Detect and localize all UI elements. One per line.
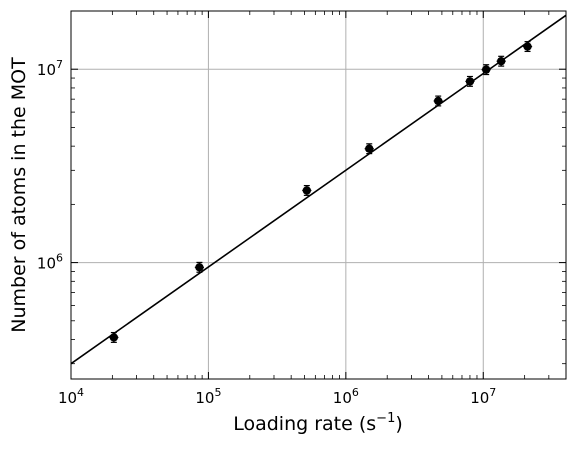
x-tick-label: 104 [58,386,84,407]
data-point [364,143,374,155]
x-axis-label-superscript: −1 [376,411,395,426]
x-tick-label: 107 [470,386,496,407]
x-tick-label: 106 [333,386,359,407]
y-tick-label: 106 [37,252,63,273]
data-point [433,95,443,107]
x-tick-label: 105 [195,386,221,407]
x-tick-label-base: 10 [470,389,489,407]
x-axis-label: Loading rate (s−1) [233,411,403,435]
data-marker [434,96,443,106]
data-marker [465,77,475,86]
y-tick-label-base: 10 [37,61,56,79]
x-tick-label-base: 10 [333,389,352,407]
data-marker [195,263,204,272]
x-tick-labels: 104 105 106 107 [58,386,496,407]
fit-line [70,14,567,365]
y-tick-label-base: 10 [37,255,56,273]
data-marker [109,333,119,342]
y-tick-label-exponent: 6 [56,252,63,265]
y-tick-label: 107 [37,58,63,79]
data-point [522,41,533,53]
fit-line-layer [70,14,567,365]
data-marker [481,65,491,74]
data-points-layer [109,41,533,343]
x-axis-label-end: ) [395,413,402,435]
data-marker [523,42,532,51]
y-tick-label-exponent: 7 [56,58,63,71]
y-axis-label: Number of atoms in the MOT [8,57,30,333]
x-tick-label-exponent: 4 [77,386,84,399]
data-point [496,55,506,67]
data-point [302,184,312,196]
plot-frame [70,10,567,380]
data-point [194,261,205,273]
data-point [481,64,491,76]
minor-ticks [71,11,566,379]
x-tick-label-exponent: 6 [352,386,359,399]
data-point [109,331,119,343]
x-tick-label-base: 10 [195,389,214,407]
x-axis-label-main: Loading rate (s [233,413,376,435]
x-tick-label-exponent: 5 [214,386,221,399]
data-marker [302,186,312,195]
plot-background [71,11,566,379]
x-tick-label-base: 10 [58,389,77,407]
data-marker [496,57,506,66]
data-marker [365,144,374,153]
x-tick-label-exponent: 7 [489,386,496,399]
data-point [465,75,475,87]
